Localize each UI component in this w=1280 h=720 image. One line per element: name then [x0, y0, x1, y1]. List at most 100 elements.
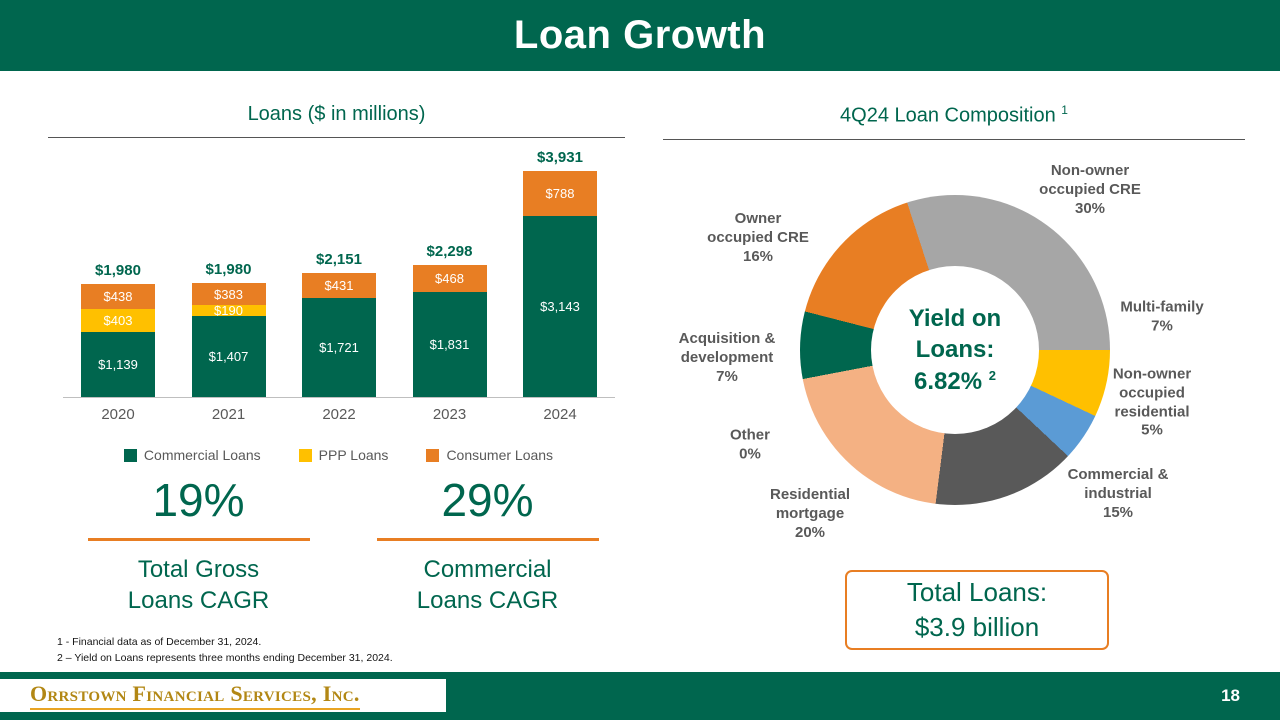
header-bar: Loan Growth: [0, 0, 1280, 71]
bar-segment-label: $438: [103, 289, 133, 304]
bar-column-2022: $2,151 $431 $1,721: [302, 251, 376, 397]
bar-segment-label: $1,831: [429, 337, 470, 352]
donut-center-line1: Yield on: [908, 305, 1002, 333]
total-loans-label: Total Loans:: [906, 576, 1048, 607]
chart-legend: Commercial Loans PPP Loans Consumer Loan…: [56, 447, 621, 463]
stat-value: 29%: [441, 474, 534, 526]
bar-column-2020: $1,980 $438 $403 $1,139: [81, 262, 155, 397]
bar-column-2024: $3,931 $788 $3,143: [523, 149, 597, 397]
donut-chart: Yield on Loans: 6.82% 2: [800, 195, 1110, 505]
donut-chart-area: Yield on Loans: 6.82% 2 Non-owner occupi…: [660, 140, 1280, 570]
stat-label: Total Gross Loans CAGR: [66, 554, 331, 616]
bar-segment-label: $1,407: [208, 349, 249, 364]
bar-segment-consumer-loans: $468: [412, 265, 487, 292]
pie-label-other: Other 0%: [729, 426, 770, 462]
bar-segment-commercial-loans: $1,139: [81, 332, 155, 397]
x-axis-label: 2020: [101, 406, 135, 423]
bar-segment-consumer-loans: $431: [302, 273, 376, 298]
orange-divider: [87, 537, 310, 541]
stacked-bar-chart: $1,980 $438 $403 $1,139 $1,980 $383 $190 $1,407…: [81, 149, 597, 397]
footnotes: 1 - Financial data as of December 31, 20…: [57, 634, 393, 667]
stat-value: 19%: [152, 474, 245, 526]
x-axis-label: 2021: [211, 406, 246, 423]
donut-center-line2: Loans:: [915, 336, 995, 364]
stat-label: Commercial Loans CAGR: [355, 554, 620, 616]
bar-segment-commercial-loans: $3,143: [523, 216, 597, 397]
total-loans-box: Total Loans: $3.9 billion: [845, 570, 1109, 650]
footer-bar: Orrstown Financial Services, Inc. 18: [0, 672, 1280, 720]
total-loans-value: $3.9 billion: [914, 612, 1040, 642]
legend-label: Commercial Loans: [143, 447, 261, 463]
legend-label: PPP Loans: [318, 447, 389, 463]
bar-segment-label: $1,139: [98, 357, 138, 372]
bar-segment-commercial-loans: $1,721: [302, 298, 376, 397]
ppp-loans-swatch: [298, 448, 312, 462]
stat-commercial-loans-cagr: 29% Commercial Loans CAGR: [355, 474, 620, 616]
orange-divider: [376, 537, 599, 541]
consumer-loans-swatch: [426, 448, 440, 462]
pie-label-non-owner-occupied-residential: Non-owner occupied residential 5%: [1112, 365, 1192, 439]
footnote-2: 2 – Yield on Loans represents three mont…: [57, 652, 393, 665]
x-axis-label: 2024: [543, 406, 577, 423]
bar-segment-label: $383: [214, 286, 243, 302]
stat-total-gross-loans-cagr: 19% Total Gross Loans CAGR: [66, 474, 331, 616]
bar-segment-label: $190: [214, 303, 243, 318]
bar-segment-consumer-loans: $438: [81, 284, 155, 309]
bar-segment-label: $431: [324, 278, 354, 293]
page-number: 18: [1221, 686, 1240, 705]
bar-segment-ppp-loans: $403: [81, 309, 155, 332]
legend-item-ppp-loans: PPP Loans: [298, 447, 389, 463]
x-axis-label: 2022: [322, 406, 356, 423]
bar-segment-commercial-loans: $1,407: [191, 316, 266, 397]
bar-segment-ppp-loans: $190: [191, 303, 266, 318]
x-axis-line: [63, 397, 615, 398]
bar-segment-label: $403: [103, 313, 133, 328]
stat-label-line: Loans CAGR: [416, 587, 559, 615]
slide-title: Loan Growth: [513, 13, 767, 57]
bar-total-label: $1,980: [205, 261, 252, 278]
legend-item-consumer-loans: Consumer Loans: [426, 447, 553, 463]
company-logo: Orrstown Financial Services, Inc.: [30, 681, 360, 710]
commercial-loans-swatch: [123, 448, 137, 462]
x-axis-label: 2023: [432, 406, 467, 423]
donut-center-value-line: 6.82% 2: [909, 366, 1001, 397]
title-superscript: 1: [1061, 103, 1068, 117]
stat-label-line: Commercial: [423, 555, 552, 583]
pie-label-commercial-industrial: Commercial & industrial 15%: [1067, 465, 1169, 521]
pie-label-acquisition-development: Acquisition & development 7%: [678, 329, 776, 385]
legend-label: Consumer Loans: [446, 447, 554, 463]
donut-center-text: Yield on Loans: 6.82% 2: [909, 303, 1001, 397]
bar-total-label: $1,980: [95, 262, 141, 279]
cagr-stats: 19% Total Gross Loans CAGR 29% Commercia…: [66, 474, 620, 616]
stat-label-line: Loans CAGR: [127, 587, 270, 615]
bar-segment-label: $468: [435, 271, 464, 286]
legend-item-commercial-loans: Commercial Loans: [123, 447, 261, 463]
pie-label-multi-family: Multi-family 7%: [1120, 298, 1204, 334]
bar-segment-commercial-loans: $1,831: [412, 292, 487, 397]
yield-value: 6.82%: [914, 367, 983, 395]
bar-total-label: $3,931: [537, 149, 583, 166]
bar-segment-label: $788: [545, 186, 575, 201]
donut-hole: Yield on Loans: 6.82% 2: [871, 266, 1039, 434]
donut-title-block: 4Q24 Loan Composition 1: [663, 103, 1245, 140]
bar-total-label: $2,151: [316, 251, 362, 268]
footnote-1: 1 - Financial data as of December 31, 20…: [57, 636, 262, 648]
bar-chart-title: Loans ($ in millions): [247, 103, 426, 125]
pie-label-owner-occupied-cre: Owner occupied CRE 16%: [707, 209, 809, 265]
bar-segment-label: $1,721: [319, 340, 359, 355]
bar-segment-consumer-loans: $383: [191, 283, 266, 305]
logo-box: Orrstown Financial Services, Inc.: [0, 679, 446, 712]
bar-chart-title-block: Loans ($ in millions): [48, 103, 625, 138]
bar-total-label: $2,298: [426, 243, 473, 260]
bar-column-2023: $2,298 $468 $1,831: [412, 243, 487, 397]
x-axis-labels: 2020 2021 2022 2023 2024: [81, 406, 597, 423]
bar-segment-label: $3,143: [540, 299, 580, 314]
bar-column-2021: $1,980 $383 $190 $1,407: [191, 261, 266, 397]
yield-superscript: 2: [988, 367, 996, 383]
pie-label-residential-mortgage: Residential mortgage 20%: [769, 485, 851, 541]
pie-label-non-owner-occupied-cre: Non-owner occupied CRE 30%: [1039, 161, 1141, 217]
stat-label-line: Total Gross: [137, 555, 260, 583]
donut-chart-title: 4Q24 Loan Composition: [840, 104, 1056, 127]
bar-segment-consumer-loans: $788: [523, 171, 597, 216]
